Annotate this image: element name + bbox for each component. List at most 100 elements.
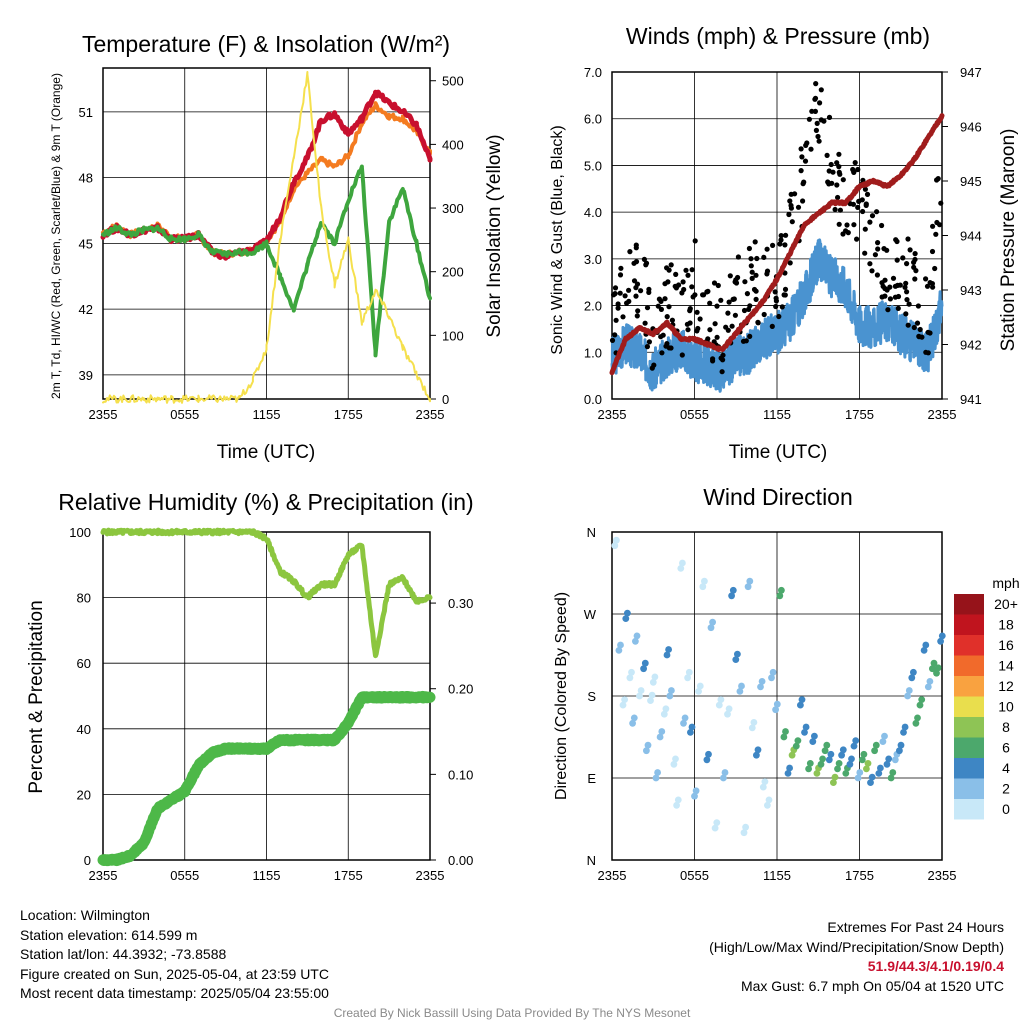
dir-point — [825, 756, 833, 764]
dir-point — [846, 760, 854, 768]
legend-swatch — [954, 676, 984, 697]
dir-point — [838, 751, 845, 759]
wind-gust-point — [935, 176, 941, 182]
wind-gust-point — [753, 296, 759, 302]
dir-chart-x-tick: 0555 — [680, 868, 709, 883]
dir-point — [821, 747, 829, 755]
dir-point — [806, 760, 814, 767]
wind-gust-point — [852, 160, 858, 166]
elevation-text: Station elevation: 614.599 m — [20, 926, 198, 943]
dir-chart-x-tick: 2355 — [928, 868, 957, 883]
legend-swatch — [954, 758, 984, 779]
recent-text: Most recent data timestamp: 2025/05/04 2… — [20, 985, 329, 1001]
wind-gust-point — [808, 146, 814, 152]
wind-gust-point — [679, 290, 685, 296]
dir-point — [626, 674, 634, 682]
wind-gust-point — [925, 350, 931, 356]
dir-point — [679, 559, 686, 567]
dir-point — [651, 673, 659, 681]
wind-gust-point — [845, 230, 851, 236]
dir-point — [864, 760, 872, 767]
wind-gust-point — [660, 332, 666, 338]
wind-gust-point — [735, 254, 742, 260]
wind-gust-point — [679, 352, 685, 358]
legend-label: 12 — [998, 678, 1014, 694]
wind-gust-point — [735, 274, 741, 281]
wind-gust-point — [613, 317, 619, 323]
dir-point — [619, 701, 627, 709]
wind-gust-point — [840, 177, 846, 183]
wind-gust-point — [927, 280, 933, 286]
dir-point — [879, 738, 887, 745]
wind-gust-point — [912, 256, 918, 263]
wind-gust-point — [818, 87, 824, 93]
wind-gust-point — [746, 245, 753, 252]
dir-point — [685, 668, 693, 676]
dir-point — [872, 741, 880, 749]
dir-point — [721, 769, 729, 776]
wind-gust-point — [753, 288, 759, 294]
wind-gust-point — [747, 333, 753, 339]
wind-gust-point — [836, 169, 842, 175]
legend-label: 8 — [1002, 719, 1010, 735]
credit-text: Created By Nick Bassill Using Data Provi… — [333, 1006, 691, 1020]
dir-point — [641, 659, 649, 667]
dir-y-tick: N — [587, 853, 596, 868]
dir-point — [692, 787, 700, 795]
wind-gust-point — [905, 322, 911, 328]
wind-gust-point — [655, 303, 661, 309]
dir-point — [839, 746, 847, 754]
dir-point — [937, 637, 944, 645]
dir-point — [758, 678, 766, 685]
wind-gust-point — [932, 265, 938, 272]
dir-point — [914, 714, 921, 722]
wind-gust-point — [720, 352, 726, 358]
wind-gust-point — [930, 284, 936, 290]
wind-gust-point — [834, 182, 840, 188]
dir-point — [624, 609, 631, 617]
dir-point — [644, 741, 652, 749]
wind-gust-point — [651, 362, 657, 368]
dir-point — [875, 770, 883, 777]
dir-point — [681, 714, 689, 722]
dir-point — [757, 683, 764, 691]
dir-point — [754, 746, 762, 754]
wind-y-tick: 4.0 — [584, 205, 602, 220]
wind-gust-point — [815, 133, 821, 140]
wind-gust-point — [884, 247, 890, 253]
wind-gust-point — [802, 158, 809, 164]
dir-point — [732, 656, 740, 663]
dir-point — [834, 765, 841, 773]
dir-point — [802, 723, 810, 731]
dir-point — [611, 542, 619, 550]
wind-gust-point — [812, 108, 819, 114]
temp-title: Temperature (F) & Insolation (W/m²) — [82, 31, 450, 57]
wind-gust-point — [788, 202, 794, 209]
wind-gust-point — [874, 272, 881, 278]
dir-point — [922, 641, 930, 649]
dir-point — [658, 728, 666, 735]
wind-gust-point — [741, 307, 748, 314]
wind-gust-point — [714, 334, 720, 340]
wind-gust-point — [806, 116, 813, 122]
dir-point — [788, 751, 796, 759]
wind-gust-point — [644, 344, 651, 350]
dir-point — [827, 750, 835, 758]
dir-point — [772, 706, 779, 714]
wind-gust-point — [685, 272, 691, 278]
wind-gust-point — [668, 262, 674, 268]
wind-gust-point — [658, 306, 665, 312]
dir-point — [656, 733, 664, 741]
wind-gust-point — [666, 267, 672, 273]
wind-gust-point — [723, 324, 729, 330]
wind-chart-x-tick: 2355 — [928, 407, 957, 422]
rh-chart-x-tick: 0555 — [170, 868, 199, 883]
dir-point — [668, 687, 675, 694]
wind-gust-point — [799, 154, 805, 160]
dir-point — [740, 829, 748, 837]
dir-point — [765, 796, 773, 804]
dir-point — [809, 738, 817, 745]
wind-gust-point — [917, 326, 923, 333]
legend-label: 0 — [1002, 801, 1010, 817]
dir-point — [677, 565, 685, 572]
